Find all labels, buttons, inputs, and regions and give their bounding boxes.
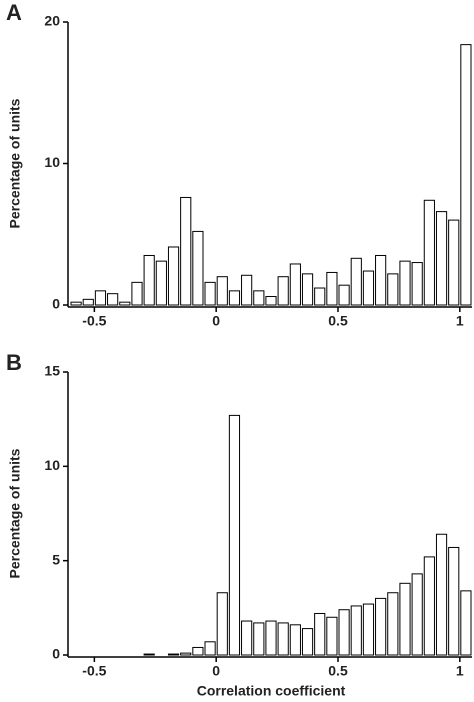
bar — [143, 254, 155, 306]
bar — [180, 196, 192, 306]
bar — [216, 276, 228, 306]
bar — [448, 546, 460, 656]
x-axis-label: Correlation coefficient — [197, 683, 346, 699]
bar — [70, 301, 82, 306]
bar — [155, 260, 167, 306]
bar — [228, 414, 241, 656]
y-axis-label: Percentage of units — [7, 98, 23, 228]
bar — [399, 582, 411, 656]
bar — [192, 646, 204, 656]
bar — [277, 622, 289, 656]
bar — [265, 620, 277, 656]
bar — [314, 287, 326, 306]
bar — [435, 211, 448, 306]
bar — [460, 44, 472, 306]
bar — [423, 199, 435, 306]
bar — [338, 609, 350, 656]
x-tick-label: -0.5 — [82, 313, 106, 329]
bar — [460, 590, 472, 656]
x-tick-label: 0 — [212, 663, 220, 679]
bar — [411, 262, 423, 306]
bar — [94, 290, 107, 306]
y-tick-label: 0 — [52, 646, 60, 662]
bar — [277, 276, 289, 306]
x-tick-label: 0.5 — [328, 313, 348, 329]
bar — [314, 612, 326, 656]
bar — [253, 290, 265, 306]
bar — [423, 556, 435, 656]
bar — [326, 271, 338, 306]
bar — [228, 290, 241, 306]
bar — [301, 273, 314, 306]
bar — [350, 257, 362, 306]
bar — [204, 281, 216, 306]
bar — [180, 652, 192, 656]
bar — [241, 274, 253, 306]
bar — [253, 622, 265, 656]
bar — [362, 603, 375, 656]
bar — [119, 301, 131, 306]
bar — [387, 592, 399, 656]
y-tick-label: 5 — [52, 551, 60, 567]
x-tick-label: 0 — [212, 313, 220, 329]
panel-label: B — [6, 350, 22, 375]
x-tick-label: 1 — [456, 663, 464, 679]
x-tick-label: 0.5 — [328, 663, 348, 679]
bar — [338, 284, 350, 306]
bar — [375, 597, 387, 656]
bar — [435, 533, 448, 656]
y-tick-label: 10 — [44, 457, 60, 473]
bar — [399, 260, 411, 306]
bar — [448, 219, 460, 306]
bar — [216, 592, 228, 656]
bar — [350, 605, 362, 656]
y-tick-label: 15 — [44, 363, 60, 379]
bar — [107, 293, 119, 306]
bar — [301, 628, 314, 656]
bar — [241, 620, 253, 656]
x-tick-label: 1 — [456, 313, 464, 329]
bar — [362, 270, 375, 306]
bar — [387, 273, 399, 306]
y-tick-label: 20 — [44, 13, 60, 29]
bar — [289, 263, 301, 306]
x-tick-label: -0.5 — [82, 663, 106, 679]
bar — [192, 230, 204, 306]
bar — [204, 641, 216, 656]
bar — [375, 254, 387, 306]
bar — [167, 246, 180, 306]
bar — [326, 616, 338, 656]
y-axis-label: Percentage of units — [7, 448, 23, 578]
y-tick-label: 0 — [52, 296, 60, 312]
bar — [82, 298, 94, 306]
bar — [143, 653, 155, 656]
panel-label: A — [6, 0, 22, 25]
bar — [411, 573, 423, 656]
bar — [167, 653, 180, 656]
y-tick-label: 10 — [44, 154, 60, 170]
bar — [289, 624, 301, 656]
bar — [131, 281, 143, 306]
bar — [265, 296, 277, 306]
